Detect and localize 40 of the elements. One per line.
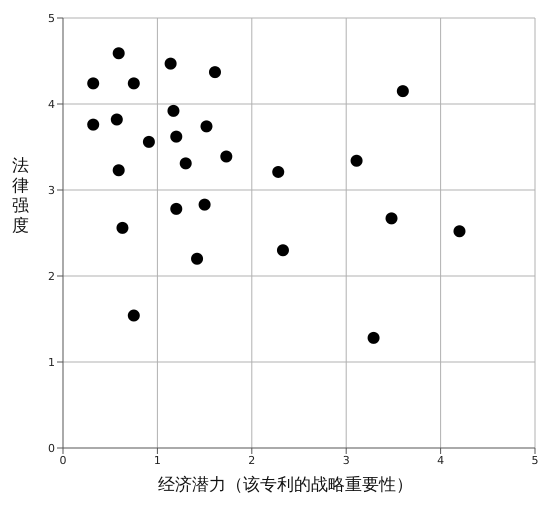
y-tick-label: 5 (48, 12, 55, 25)
x-tick-label: 2 (248, 454, 256, 467)
point (368, 332, 380, 344)
point (198, 198, 211, 211)
point (396, 85, 409, 98)
point (272, 166, 284, 178)
point (208, 66, 221, 78)
x-tick-label: 0 (60, 454, 66, 467)
point (386, 212, 398, 224)
point (453, 225, 466, 238)
point (350, 154, 363, 167)
y-tick-label: 1 (48, 356, 55, 369)
x-tick-label: 5 (532, 454, 538, 467)
point (110, 113, 123, 126)
y-axis-title: 法律强度 (12, 156, 30, 236)
point (167, 104, 180, 117)
point (180, 157, 192, 170)
point (87, 118, 100, 131)
point (276, 244, 289, 256)
point (142, 136, 155, 148)
point (87, 77, 100, 90)
point (220, 150, 232, 162)
x-tick-label: 1 (154, 454, 161, 467)
point (128, 310, 140, 322)
y-tick-label: 3 (48, 184, 55, 197)
y-tick-label: 2 (48, 270, 55, 283)
point (200, 120, 212, 132)
point (164, 58, 177, 70)
point (170, 202, 182, 215)
x-tick-label: 4 (437, 454, 444, 467)
y-tick-label: 4 (48, 98, 55, 111)
point (112, 47, 125, 60)
x-axis-title: 经济潜力（该专利的战略重要性） (158, 474, 413, 496)
point (170, 130, 182, 143)
point (116, 222, 128, 234)
point (128, 77, 140, 90)
point (112, 164, 125, 176)
y-tick-label: 0 (48, 442, 55, 455)
point (191, 252, 204, 265)
x-tick-label: 3 (342, 454, 350, 467)
